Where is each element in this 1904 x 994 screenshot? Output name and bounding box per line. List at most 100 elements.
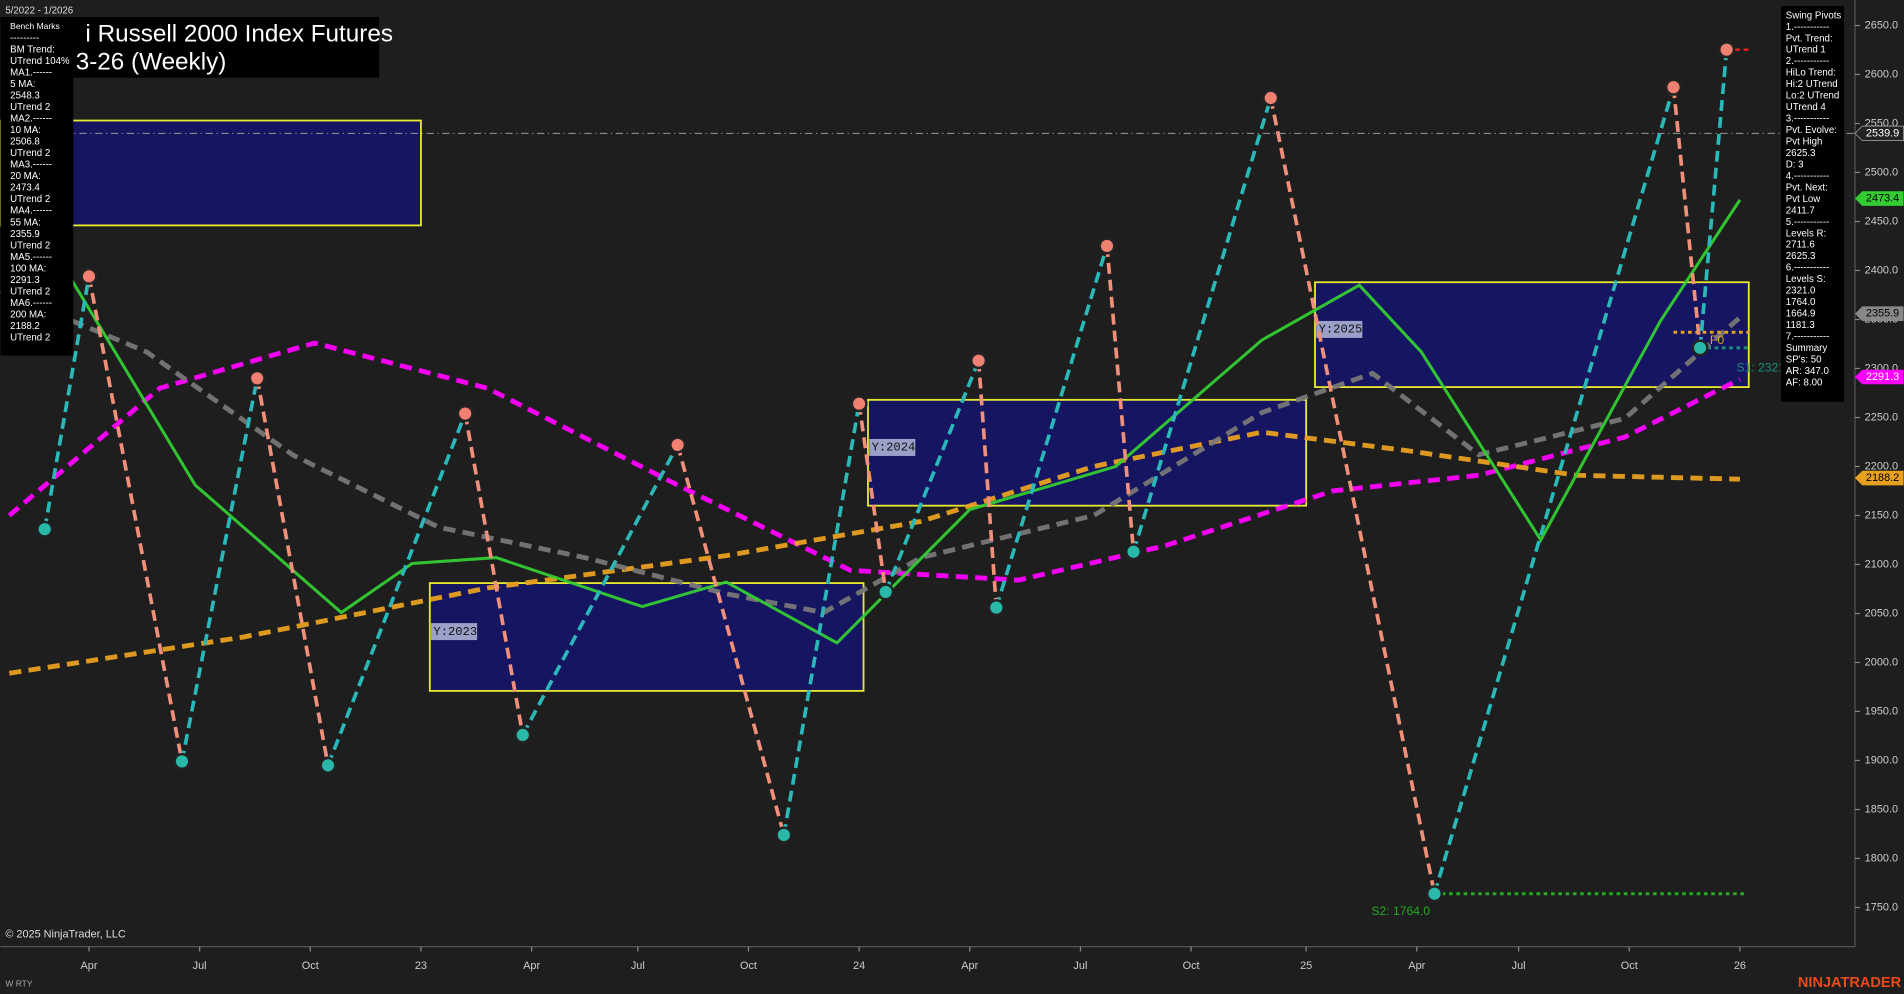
level-label: S2: 1764.0	[1371, 904, 1430, 918]
pivot-high	[970, 352, 988, 370]
benchmark-line: MA3.------	[10, 160, 52, 171]
benchmark-line: ---------	[10, 33, 39, 44]
swing-panel	[1780, 6, 1845, 402]
price-tag-label: 2539.9	[1866, 127, 1899, 139]
benchmark-line: 2506.8	[10, 137, 40, 148]
benchmark-line: 2473.4	[10, 183, 40, 194]
swing-line: 2321.0	[1786, 286, 1816, 297]
benchmark-line: MA4.------	[10, 206, 52, 217]
x-tick-label: Apr	[961, 960, 978, 972]
x-tick-label: 26	[1734, 960, 1746, 972]
pivot-high	[80, 267, 98, 285]
price-tag	[1854, 306, 1904, 321]
price-tag-label: 2188.2	[1866, 472, 1899, 484]
y-tick-label: 1950.0	[1865, 705, 1898, 717]
benchmark-line: BM Trend:	[10, 44, 55, 55]
price-tag	[1854, 470, 1904, 486]
swing-line: AR: 347.0	[1786, 366, 1830, 377]
swing-line: Swing Pivots	[1786, 10, 1842, 21]
swing-line: Pvt Low	[1786, 194, 1821, 205]
pivot-low	[319, 756, 337, 774]
swing-line: 1.-----------	[1786, 22, 1830, 33]
swing-line: Pvt. Trend:	[1786, 33, 1833, 44]
x-tick-label: Oct	[740, 960, 757, 972]
benchmark-panel	[0, 18, 74, 356]
x-tick-label: Jul	[1073, 960, 1087, 972]
x-tick-label: 24	[853, 960, 865, 972]
swing-line: 4.-----------	[1786, 171, 1830, 182]
benchmark-line: MA1.------	[10, 67, 52, 78]
benchmark-line: UTrend 2	[10, 148, 50, 159]
pivot-high	[1098, 237, 1116, 255]
swing-line: 5.-----------	[1786, 217, 1830, 228]
y-tick-label: 2100.0	[1865, 558, 1898, 570]
swing-line: Pvt. Evolve:	[1786, 125, 1837, 136]
y-tick-label: 2250.0	[1865, 411, 1898, 423]
y-tick-label: 1750.0	[1865, 901, 1898, 913]
y-tick-label: 2400.0	[1865, 264, 1898, 276]
swing-line: Summary	[1786, 343, 1828, 354]
moving-average	[7, 340, 1742, 583]
x-tick-label: Apr	[523, 960, 540, 972]
x-tick-label: Oct	[1621, 960, 1638, 972]
y-tick-label: 2150.0	[1865, 509, 1898, 521]
price-tag	[1854, 369, 1904, 385]
level-label: S1: 2321.0	[1736, 361, 1795, 375]
swing-leg	[521, 444, 680, 736]
copyright: © 2025 NinjaTrader, LLC	[5, 928, 126, 940]
swing-leg	[1671, 87, 1702, 349]
benchmark-line: MA5.------	[10, 252, 52, 263]
swing-leg	[87, 276, 184, 762]
swing-line: HiLo Trend:	[1786, 68, 1836, 79]
pivot-high	[1718, 41, 1736, 59]
pivot-high	[1262, 89, 1280, 107]
swing-line: Levels R:	[1786, 228, 1826, 239]
pivot-low	[775, 826, 793, 844]
benchmark-line: Bench Marks	[10, 21, 60, 31]
swing-leg	[42, 276, 91, 530]
date-range: 5/2022 - 1/2026	[5, 5, 73, 16]
title: i Russell 2000 Index Futures	[85, 21, 393, 48]
swing-line: 1764.0	[1786, 297, 1816, 308]
moving-average	[69, 199, 1742, 645]
swing-leg	[180, 377, 259, 762]
brand: NINJATRADER	[1798, 975, 1902, 991]
swing-leg	[994, 245, 1109, 609]
swing-line: AF: 8.00	[1786, 377, 1823, 388]
benchmark-line: UTrend 104%	[10, 56, 70, 67]
swing-line: UTrend 1	[1786, 45, 1826, 56]
pivot-low	[1691, 339, 1709, 357]
swing-line: D: 3	[1786, 159, 1804, 170]
swing-leg	[326, 412, 467, 767]
benchmark-line: MA2.------	[10, 114, 52, 125]
zone-label-bg	[869, 438, 916, 456]
zone	[1314, 281, 1750, 389]
x-tick-label: 23	[415, 960, 427, 972]
pivot-high	[1665, 78, 1683, 96]
benchmark-line: 20 MA:	[10, 171, 41, 182]
swing-leg	[1105, 245, 1136, 552]
y-tick-label: 2000.0	[1865, 656, 1898, 668]
swing-line: 6.-----------	[1786, 263, 1830, 274]
x-tick-label: Apr	[1408, 960, 1425, 972]
benchmark-line: 2355.9	[10, 229, 40, 240]
benchmark-line: 10 MA:	[10, 125, 41, 136]
y-tick-label: 2650.0	[1865, 19, 1898, 31]
y-tick-label: 2600.0	[1865, 68, 1898, 80]
pivot-high	[850, 395, 868, 413]
x-tick-label: Oct	[302, 960, 319, 972]
swing-leg	[857, 403, 888, 593]
zone-label: Y:2023	[433, 625, 477, 639]
pivot-low	[877, 583, 895, 601]
price-tag-label: 2291.3	[1866, 371, 1899, 383]
zone-label-bg	[431, 623, 478, 641]
swing-line: 1664.9	[1786, 309, 1816, 320]
pivot-high	[248, 369, 266, 387]
y-tick-label: 2500.0	[1865, 166, 1898, 178]
benchmark-line: UTrend 2	[10, 102, 50, 113]
swing-leg	[976, 360, 999, 608]
pivot-low	[1426, 885, 1443, 903]
swing-line: 2625.3	[1786, 251, 1816, 262]
y-tick-label: 1800.0	[1865, 852, 1898, 864]
y-tick-label: 2050.0	[1865, 607, 1898, 619]
